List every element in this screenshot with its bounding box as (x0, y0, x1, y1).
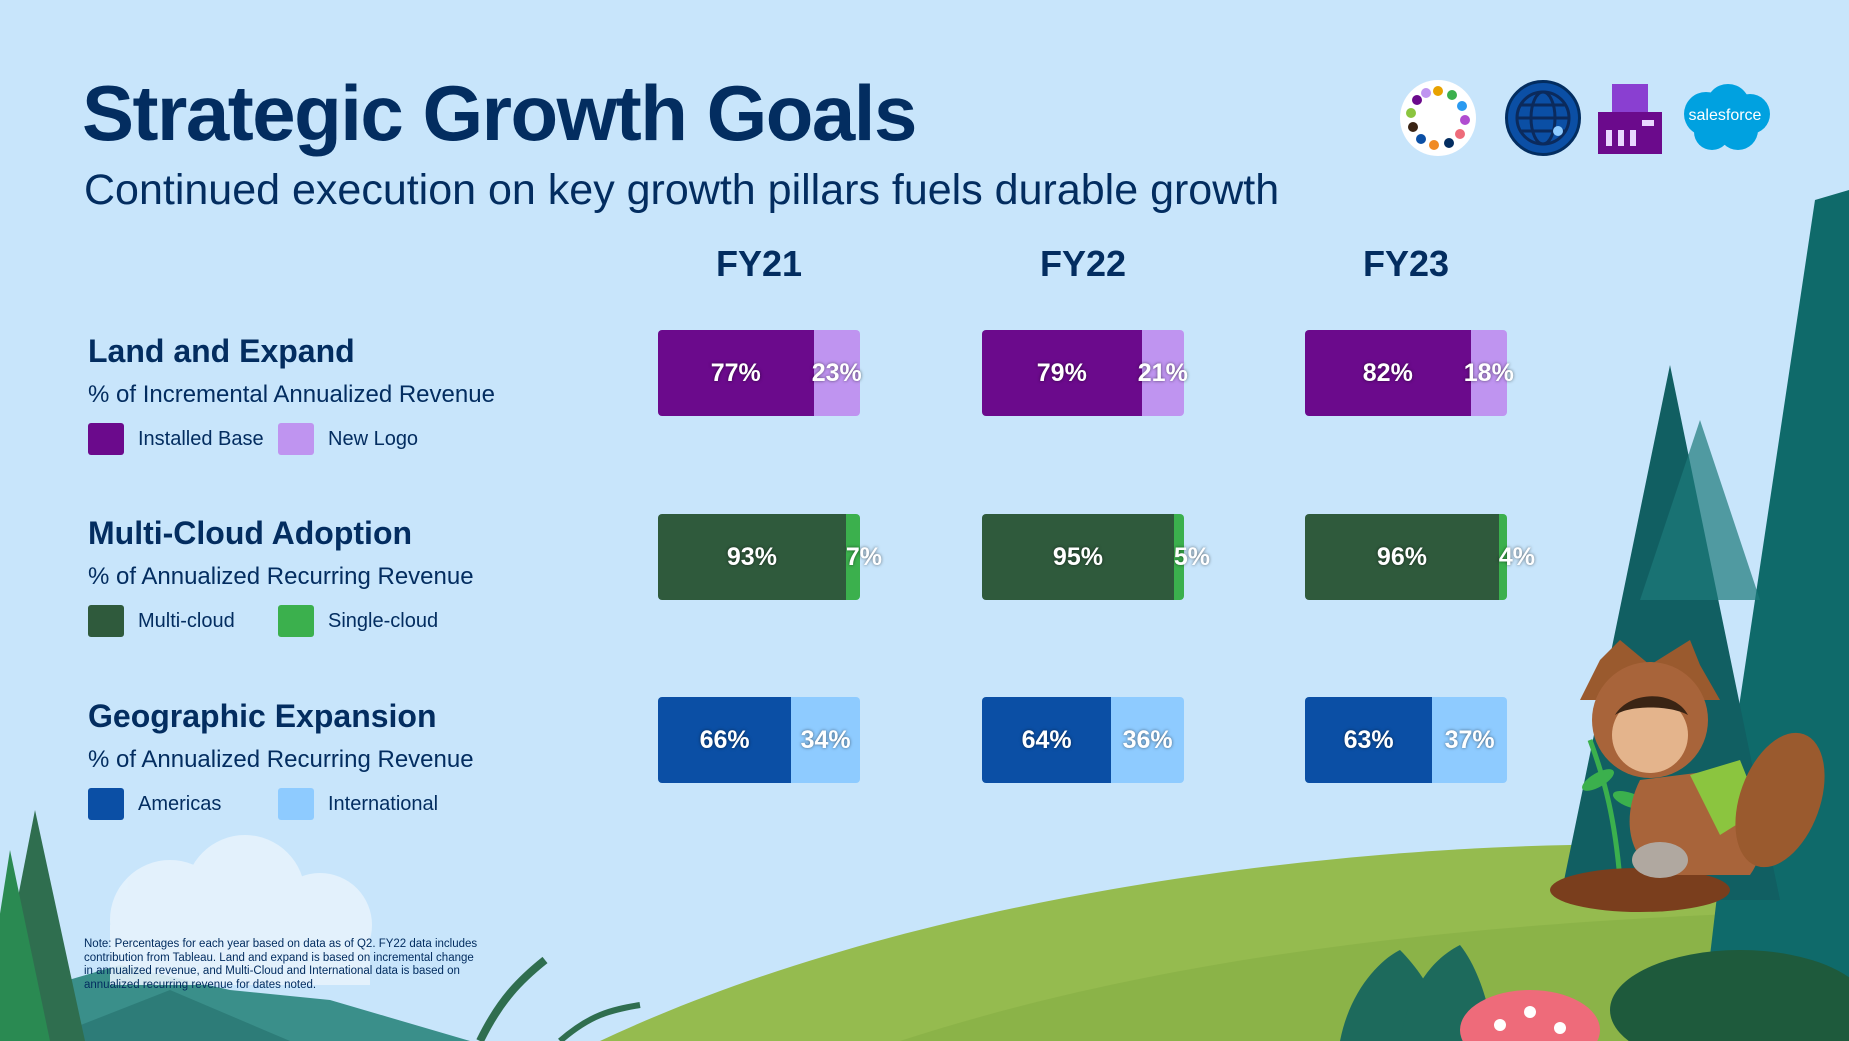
cloud-shape (110, 835, 372, 985)
bar-segment-multi-cloud: 93% (658, 514, 846, 600)
legend-label: New Logo (328, 427, 419, 450)
bar-segment-installed-base: 82% (1305, 330, 1471, 416)
page-subtitle: Continued execution on key growth pillar… (84, 166, 1280, 214)
year-label-fy21: FY21 (715, 243, 803, 284)
salesforce-cloud-logo: salesforce (1676, 80, 1774, 156)
footnote: Note: Percentages for each year based on… (84, 938, 478, 991)
data-label: 23% (811, 358, 862, 387)
data-label: 5% (1173, 542, 1211, 571)
legend-swatch (278, 605, 314, 637)
leaf-shape (1582, 769, 1614, 791)
data-label: 18% (1463, 358, 1514, 387)
salesforce-wordmark: salesforce (1688, 107, 1762, 124)
bar-segment-multi-cloud: 96% (1305, 514, 1499, 600)
data-label: 63% (1343, 725, 1394, 754)
metric-subtitle-multi-cloud-adoption: % of Annualized Recurring Revenue (88, 563, 474, 590)
legend-item-single-cloud: Single-cloud (278, 605, 438, 637)
globe-icon (1505, 80, 1581, 156)
stacked-bar-multi-cloud-adoption-fy22: 95% 5% (982, 514, 1210, 600)
data-label: 7% (845, 542, 882, 571)
bar-segment-new-logo: 23% (811, 330, 862, 416)
bar-segment-single-cloud: 7% (845, 514, 882, 600)
data-label: 21% (1137, 358, 1188, 387)
legend-swatch (278, 423, 314, 455)
metric-subtitle-land-and-expand: % of Incremental Annualized Revenue (88, 381, 495, 408)
legend-label: Installed Base (138, 427, 264, 450)
bar-segment-international: 37% (1432, 697, 1507, 783)
data-label: 4% (1498, 542, 1536, 571)
bar-segment-new-logo: 18% (1464, 330, 1514, 416)
stacked-bar-land-and-expand-fy21: 77% 23% (658, 330, 862, 416)
bar-segment-single-cloud: 5% (1173, 514, 1210, 600)
data-label: 82% (1362, 358, 1413, 387)
bar-segment-installed-base: 77% (658, 330, 814, 416)
fern-shape (476, 956, 548, 1041)
data-label: 36% (1122, 725, 1173, 754)
mountain-shape (40, 990, 290, 1041)
data-label: 93% (726, 542, 777, 571)
metric-title-geographic-expansion: Geographic Expansion (88, 698, 437, 734)
bar-segment-international: 36% (1111, 697, 1184, 783)
bar-segment-americas: 63% (1305, 697, 1433, 783)
data-label: 77% (710, 358, 761, 387)
stacked-bar-multi-cloud-adoption-fy23: 96% 4% (1305, 514, 1535, 600)
legend-item-americas: Americas (88, 788, 221, 820)
legend-label: Multi-cloud (138, 609, 235, 632)
tree-shape (1700, 190, 1849, 1041)
bar-segment-new-logo: 21% (1138, 330, 1188, 416)
legend-swatch (88, 423, 124, 455)
legend-item-installed-base: Installed Base (88, 423, 264, 455)
stacked-bar-multi-cloud-adoption-fy21: 93% 7% (658, 514, 882, 600)
legend-label: International (328, 792, 439, 815)
fern-shape (558, 1002, 641, 1041)
data-label: 34% (800, 725, 851, 754)
metric-title-land-and-expand: Land and Expand (88, 333, 355, 369)
metric-subtitle-geographic-expansion: % of Annualized Recurring Revenue (88, 746, 474, 773)
legend-swatch (88, 788, 124, 820)
dirt-shape (1550, 868, 1730, 912)
legend-item-new-logo: New Logo (278, 423, 418, 455)
legend-label: Americas (138, 792, 222, 815)
bush-shape (1610, 950, 1849, 1041)
stacked-bar-land-and-expand-fy23: 82% 18% (1305, 330, 1514, 416)
data-label: 66% (699, 725, 750, 754)
stacked-bar-land-and-expand-fy22: 79% 21% (982, 330, 1188, 416)
bar-segment-international: 34% (791, 697, 860, 783)
data-label: 95% (1052, 542, 1103, 571)
building-icon (1598, 82, 1662, 154)
flower-bush-shape (1460, 990, 1600, 1041)
data-label: 96% (1376, 542, 1427, 571)
year-label-fy22: FY22 (1039, 243, 1127, 284)
mascot-illustration (1580, 640, 1825, 878)
page-title: Strategic Growth Goals (82, 69, 917, 157)
stacked-bar-geographic-expansion-fy22: 64% 36% (982, 697, 1184, 783)
stacked-bar-geographic-expansion-fy21: 66% 34% (658, 697, 860, 783)
bar-segment-multi-cloud: 95% (982, 514, 1174, 600)
legend-item-multi-cloud: Multi-cloud (88, 605, 235, 637)
tableau-ring-icon (1400, 80, 1476, 156)
stacked-bar-geographic-expansion-fy23: 63% 37% (1305, 697, 1507, 783)
sprout-shape (1587, 739, 1623, 881)
metric-title-multi-cloud-adoption: Multi-Cloud Adoption (88, 515, 413, 551)
tree-shape (1640, 420, 1760, 600)
legend-swatch (278, 788, 314, 820)
bar-segment-single-cloud: 4% (1498, 514, 1535, 600)
data-label: 64% (1021, 725, 1072, 754)
legend-label: Single-cloud (328, 609, 439, 632)
year-label-fy23: FY23 (1362, 243, 1450, 284)
tree-shape (0, 850, 50, 1041)
legend-swatch (88, 605, 124, 637)
bar-segment-americas: 64% (982, 697, 1112, 783)
bar-segment-americas: 66% (658, 697, 792, 783)
data-label: 79% (1036, 358, 1087, 387)
legend-item-international: International (278, 788, 438, 820)
data-label: 37% (1444, 725, 1495, 754)
bar-segment-installed-base: 79% (982, 330, 1142, 416)
